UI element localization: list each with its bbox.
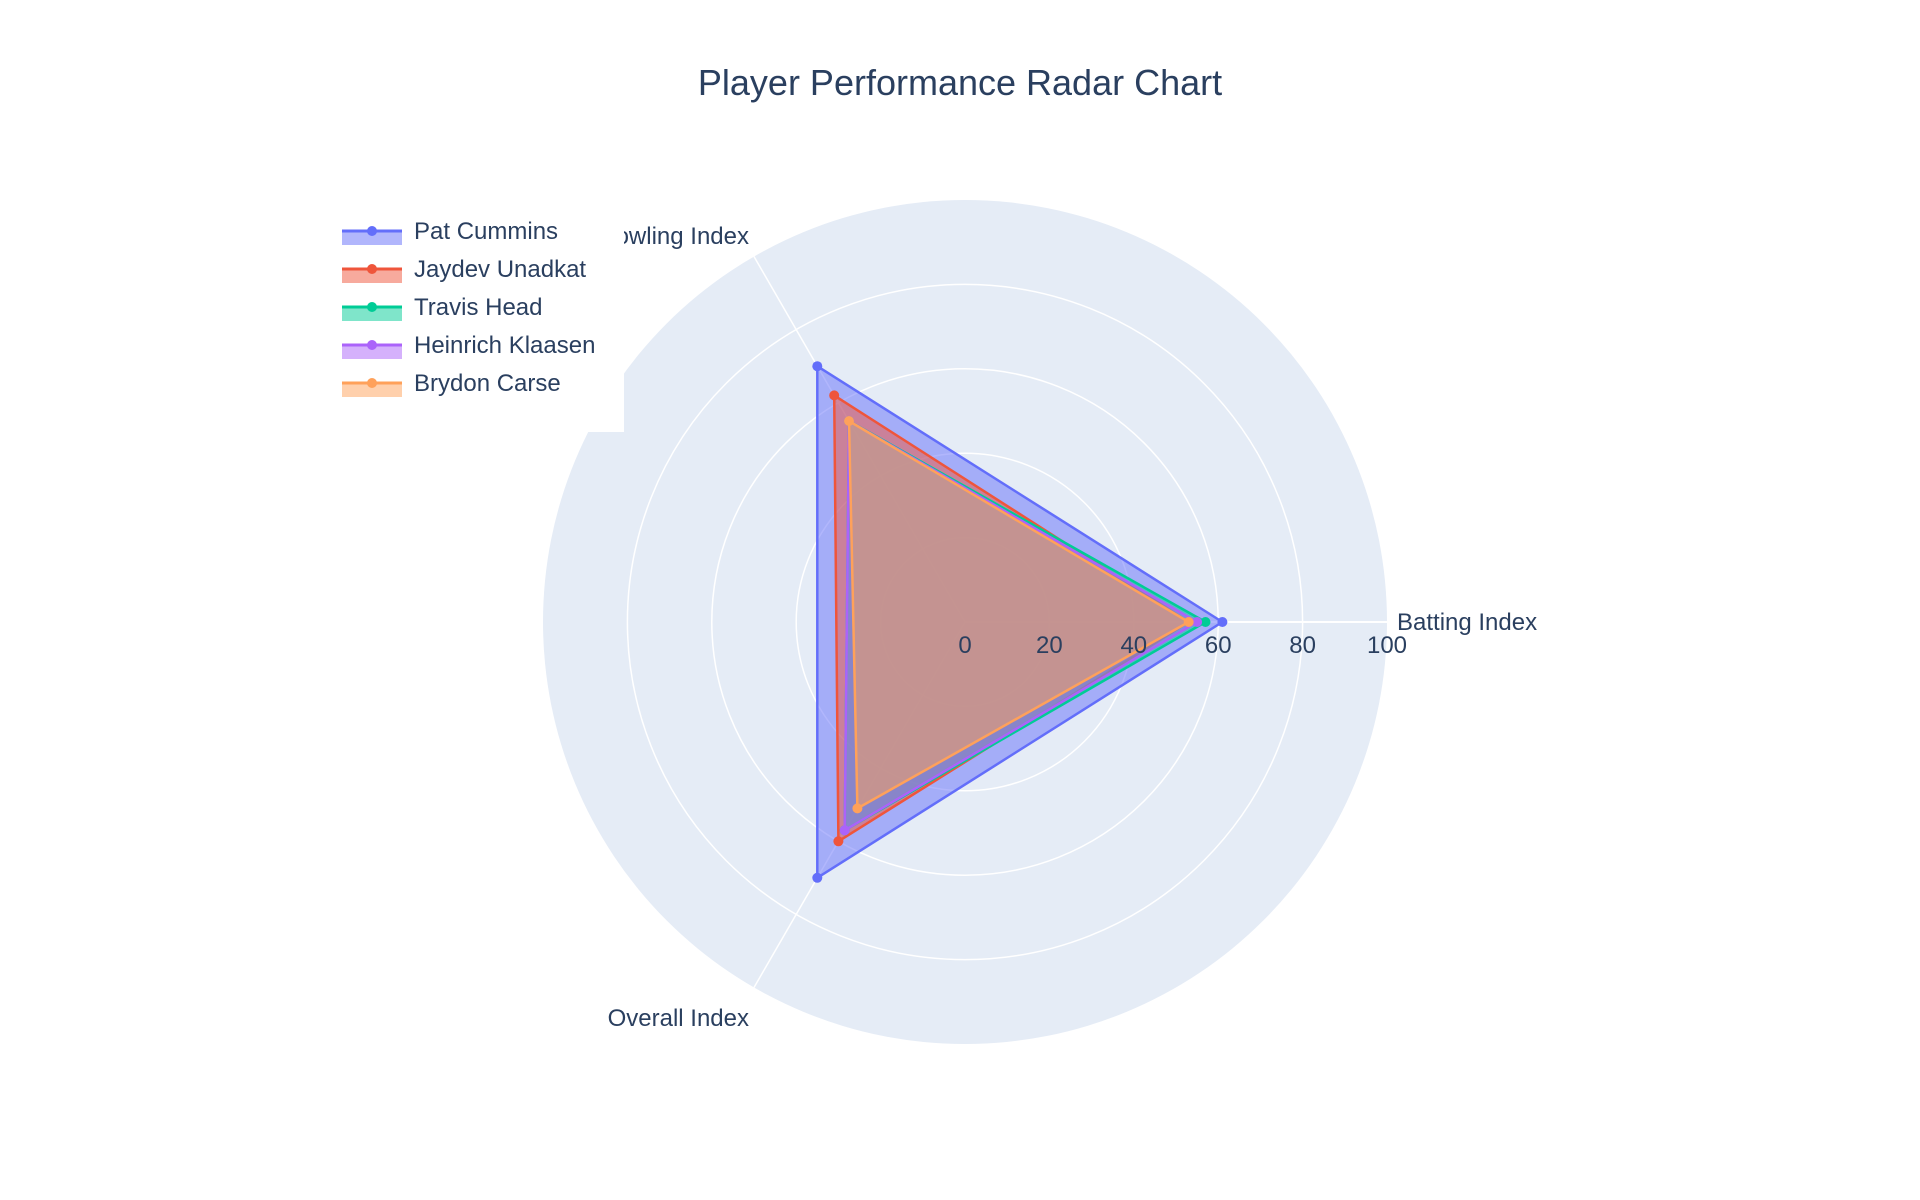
radial-tick-labels: 0 20 40 60 80 100 (958, 632, 1407, 659)
legend-label: Heinrich Klaasen (414, 332, 595, 359)
series-area (847, 419, 1190, 810)
data-point[interactable] (844, 416, 854, 426)
data-point[interactable] (852, 803, 863, 814)
legend-swatch-marker (367, 226, 377, 236)
legend-swatch-marker (367, 302, 377, 312)
data-point[interactable] (812, 872, 823, 883)
data-point[interactable] (839, 825, 850, 836)
angular-axis-labels: Batting Index Bowling Index Overall Index (600, 223, 1538, 1032)
angular-axis-label: Batting Index (1397, 609, 1537, 636)
legend-background (332, 214, 624, 432)
radial-tick-label: 100 (1367, 632, 1407, 659)
legend-swatch-fill (342, 307, 402, 321)
legend-label: Jaydev Unadkat (414, 256, 586, 283)
legend-label: Brydon Carse (414, 370, 561, 397)
data-point[interactable] (1183, 617, 1194, 627)
legend-swatch-marker (367, 340, 377, 350)
series-layer (812, 361, 1228, 883)
legend-item-brydon-carse[interactable]: Brydon Carse (342, 370, 561, 397)
legend-swatch-fill (342, 383, 402, 397)
data-point[interactable] (1200, 617, 1211, 627)
angular-axis-label: Bowling Index (600, 223, 749, 250)
series-brydon-carse[interactable] (844, 416, 1194, 814)
radial-tick-label: 40 (1120, 632, 1147, 659)
legend-swatch-marker (367, 264, 377, 274)
radial-tick-label: 20 (1036, 632, 1063, 659)
radial-tick-label: 0 (958, 632, 971, 659)
legend-item-pat-cummins[interactable]: Pat Cummins (342, 218, 558, 245)
legend-swatch-fill (342, 269, 402, 283)
data-point[interactable] (1192, 617, 1203, 627)
data-point[interactable] (812, 361, 823, 372)
radial-tick-label: 80 (1289, 632, 1316, 659)
legend-item-jaydev-unadkat[interactable]: Jaydev Unadkat (342, 256, 586, 283)
legend[interactable]: Pat Cummins Jaydev Unadkat Travis Head Hein… (332, 214, 624, 432)
angular-axis-label: Overall Index (608, 1005, 749, 1032)
chart-title: Player Performance Radar Chart (697, 62, 1223, 103)
legend-swatch-fill (342, 231, 402, 245)
data-point[interactable] (829, 390, 840, 401)
legend-item-travis-head[interactable]: Travis Head (342, 294, 542, 321)
data-point[interactable] (833, 836, 844, 847)
radial-tick-label: 60 (1205, 632, 1232, 659)
legend-label: Travis Head (414, 294, 542, 321)
data-point[interactable] (1217, 617, 1228, 627)
legend-swatch-marker (367, 378, 377, 388)
legend-item-heinrich-klaasen[interactable]: Heinrich Klaasen (342, 332, 595, 359)
legend-swatch-fill (342, 345, 402, 359)
legend-label: Pat Cummins (414, 218, 558, 245)
